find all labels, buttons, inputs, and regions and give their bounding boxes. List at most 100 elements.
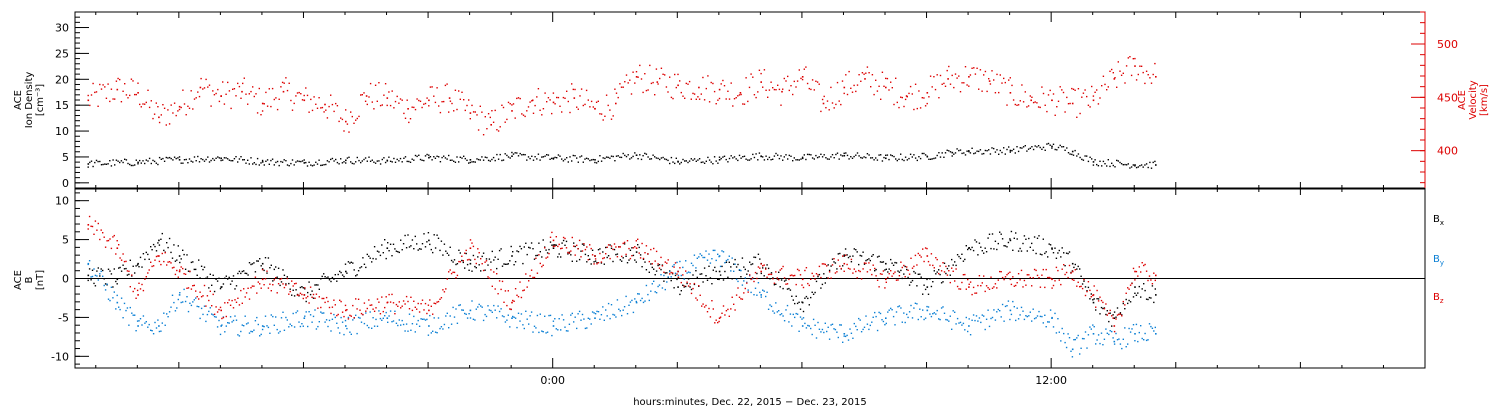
by-point: [369, 311, 371, 313]
velocity-point: [424, 102, 427, 105]
bx-point: [1086, 290, 1088, 292]
bz-point: [727, 308, 729, 311]
bz-point: [498, 280, 501, 282]
bz-point: [424, 302, 427, 305]
density-point: [173, 156, 176, 158]
density-point: [271, 158, 274, 160]
velocity-point: [1109, 70, 1111, 72]
density-point: [217, 156, 219, 158]
bx-point: [974, 239, 976, 241]
by-point: [892, 315, 895, 318]
density-point: [506, 154, 508, 157]
density-point: [100, 164, 103, 166]
velocity-point-point: [573, 97, 576, 99]
velocity-point: [341, 118, 344, 121]
velocity-point: [557, 96, 560, 99]
velocity-point: [326, 117, 329, 119]
by-point: [163, 312, 165, 314]
velocity-point: [1119, 70, 1121, 72]
bz-point: [462, 260, 464, 262]
density-point: [630, 157, 633, 159]
density-point: [1150, 167, 1153, 169]
bz-point: [1090, 296, 1092, 298]
bx-point: [557, 256, 559, 258]
by-point: [1076, 337, 1078, 339]
velocity-point: [255, 93, 257, 95]
density-point: [934, 157, 937, 159]
bx-point: [544, 246, 546, 248]
density-point: [260, 162, 262, 164]
by-point: [359, 317, 361, 319]
velocity-point: [768, 89, 771, 91]
by-point: [852, 337, 854, 339]
by-point: [327, 325, 329, 328]
by-point: [346, 327, 348, 330]
bx-point: [138, 266, 140, 268]
by-point: [514, 317, 517, 319]
by-point: [136, 320, 139, 322]
density-point: [1112, 164, 1114, 167]
density-point: [793, 157, 795, 159]
by-point: [347, 316, 350, 319]
by-point: [357, 316, 360, 319]
bz-point: [1103, 308, 1106, 310]
bx-point: [368, 255, 370, 257]
bx-point: [782, 287, 784, 290]
bz-point: [568, 252, 571, 254]
bz-point: [965, 288, 967, 290]
velocity-point: [127, 97, 129, 99]
by-point: [173, 301, 175, 304]
velocity-point: [313, 96, 315, 98]
bz-point: [272, 284, 274, 286]
velocity-point: [916, 107, 918, 110]
velocity-point: [378, 82, 380, 84]
density-point: [1077, 153, 1080, 155]
bx-point: [1009, 238, 1011, 240]
bx-point: [626, 262, 629, 264]
velocity-point: [622, 86, 624, 88]
bx-point: [887, 271, 889, 273]
density-point: [218, 157, 221, 159]
bz-point: [122, 253, 124, 255]
by-point: [1058, 331, 1060, 333]
by-point: [577, 313, 579, 315]
velocity-point: [1137, 73, 1139, 76]
bx-point: [783, 280, 786, 282]
density-point: [305, 161, 307, 164]
bz-point: [731, 296, 733, 298]
bz-point: [107, 239, 110, 242]
velocity-point: [971, 67, 973, 69]
by-point: [687, 271, 690, 273]
bz-point: [849, 268, 851, 270]
bz-point: [722, 305, 725, 307]
bz-point: [523, 289, 525, 291]
density-point: [592, 158, 594, 161]
bx-point: [1108, 320, 1110, 323]
density-point: [97, 160, 99, 163]
velocity-point: [956, 77, 958, 79]
bz-point: [312, 293, 315, 296]
bz-point: [683, 285, 685, 287]
by-point: [961, 324, 963, 326]
by-point: [728, 255, 730, 257]
velocity-point: [785, 80, 787, 82]
velocity-point: [472, 111, 475, 113]
by-point: [631, 299, 633, 302]
bx-point: [1144, 289, 1146, 292]
by-point: [279, 330, 281, 333]
bx-point: [1079, 268, 1081, 270]
velocity-point: [461, 91, 463, 93]
velocity-point: [1077, 88, 1080, 90]
bz-point: [696, 299, 698, 301]
bx-point: [858, 263, 860, 266]
velocity-point: [1092, 95, 1095, 97]
velocity-point: [434, 101, 437, 104]
density-point: [107, 163, 109, 165]
density-point: [848, 158, 850, 160]
bz-point: [969, 281, 972, 283]
bz-point: [753, 280, 755, 283]
bx-point: [99, 275, 101, 277]
density-point: [426, 153, 428, 156]
density-point: [722, 156, 724, 158]
by-point: [762, 289, 764, 291]
